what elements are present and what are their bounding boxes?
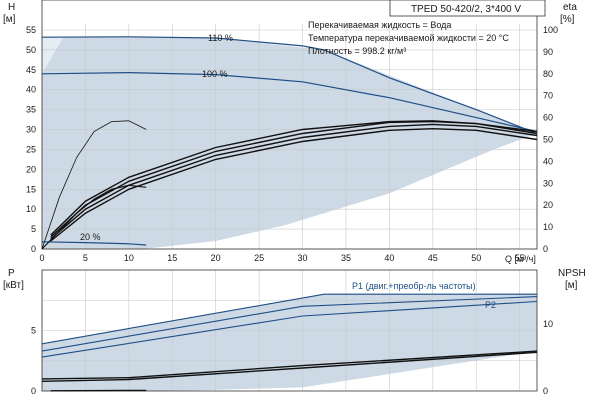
series-line-0: [41, 36, 538, 135]
y-tick-label-right: 50: [543, 135, 553, 145]
operating-envelope: [42, 36, 537, 249]
power-envelope: [42, 294, 537, 391]
y-axis-label-left: P: [8, 268, 15, 279]
y-tick-label-left: 5: [31, 224, 36, 234]
head-efficiency-chart: 0 5 10 15 20 25 30 35 40 45 50 55 0 5 10 15 20 25 30 35 40 45…: [3, 0, 577, 264]
y-tick-label-left: 20: [26, 164, 36, 174]
series-line-1: [41, 71, 538, 133]
x-tick-label: 55: [515, 253, 525, 263]
info-line-1: Перекачиваемая жидкость = Вода: [308, 20, 451, 30]
y-tick-label-right: 60: [543, 113, 553, 123]
y-tick-label-right: 20: [543, 200, 553, 210]
series-line-1: [41, 296, 538, 352]
series-line-3: [41, 350, 538, 380]
x-tick-label: 50: [471, 253, 481, 263]
y-tick-label-left: 25: [26, 144, 36, 154]
series-line-5: [50, 127, 538, 242]
y-tick-label-right: 100: [543, 25, 558, 35]
legend-p2: P2: [485, 300, 496, 310]
series-line-2: [41, 241, 147, 246]
series-line-0: [41, 293, 537, 345]
y-tick-label-left: 35: [26, 105, 36, 115]
x-axis-label: Q [м³/ч]: [505, 254, 536, 264]
y-tick-label-left: 55: [26, 25, 36, 35]
series-line-4: [41, 351, 538, 382]
y-tick-label-right: 30: [543, 178, 553, 188]
series-lines: [41, 36, 538, 250]
y-axis-label-right: eta: [563, 2, 577, 13]
y-tick-label-right: 10: [543, 222, 553, 232]
title-box: [389, 0, 546, 17]
x-tick-label: 5: [83, 253, 88, 263]
speed-label-20: 20 %: [80, 232, 101, 242]
x-tick-label: 35: [341, 253, 351, 263]
speed-label-110: 110 %: [208, 33, 233, 43]
y-axis-label-right-unit: [м]: [565, 280, 578, 291]
y-tick-label-left: 10: [26, 204, 36, 214]
x-tick-label: 10: [124, 253, 134, 263]
y-tick-label-left: 30: [26, 125, 36, 135]
info-line-2: Температура перекачиваемой жидкости = 20…: [308, 33, 509, 43]
tick-labels: 0 5 10 15 20 25 30 35 40 45 50 55 0 5 10 15 20 25 30 35 40 45…: [26, 25, 558, 263]
y-axis-label-left-unit: [кВт]: [3, 280, 24, 291]
power-npsh-chart: 0 5 0 10 P [кВт] NPSH [м] P1 (двиг.+преобр-…: [3, 268, 586, 396]
series-line-6: [50, 123, 538, 240]
x-tick-label: 25: [254, 253, 264, 263]
y-axis-label-right-unit: [%]: [560, 14, 575, 25]
series-line-2: [41, 300, 538, 358]
y-tick-label-left: 45: [26, 65, 36, 75]
x-tick-label: 20: [211, 253, 221, 263]
plot-frame: [41, 269, 538, 392]
x-tick-label: 45: [428, 253, 438, 263]
plot-frame: [41, 0, 538, 250]
y-tick-label-left: 15: [26, 184, 36, 194]
y-tick-label-right: 80: [543, 69, 553, 79]
y-axis-label-right: NPSH: [558, 268, 586, 279]
y-axis-label-left: H: [8, 2, 15, 13]
x-tick-label: 40: [384, 253, 394, 263]
x-tick-label: 15: [167, 253, 177, 263]
y-tick-label-right: 40: [543, 156, 553, 166]
info-line-3: Плотность = 998.2 кг/м³: [308, 46, 406, 56]
y-tick-label-left: 50: [26, 45, 36, 55]
series-line-8: [50, 120, 538, 236]
y-tick-label-right: 10: [543, 319, 553, 329]
y-tick-label-left: 0: [31, 244, 36, 254]
series-line-3: [41, 120, 147, 250]
y-tick-label-right: 0: [543, 244, 548, 254]
y-axis-label-left-unit: [м]: [3, 14, 16, 25]
series-lines: [41, 293, 538, 392]
y-tick-label-left: 0: [31, 386, 36, 396]
y-tick-label-right: 70: [543, 91, 553, 101]
envelope-highlight: [42, 36, 64, 74]
tick-labels: 0 5 0 10: [31, 319, 553, 396]
envelope-shape: [42, 294, 537, 391]
x-tick-label: 0: [39, 253, 44, 263]
legend-p1: P1 (двиг.+преобр-ль частоты): [352, 281, 476, 291]
y-tick-label-right: 0: [543, 386, 548, 396]
chart-title: TPED 50-420/2, 3*400 V: [411, 4, 521, 15]
speed-label-100: 100 %: [202, 69, 228, 79]
y-tick-label-right: 90: [543, 47, 553, 57]
y-tick-label-left: 40: [26, 85, 36, 95]
x-tick-label: 30: [298, 253, 308, 263]
y-tick-label-left: 5: [31, 326, 36, 336]
envelope-shape: [42, 36, 537, 249]
